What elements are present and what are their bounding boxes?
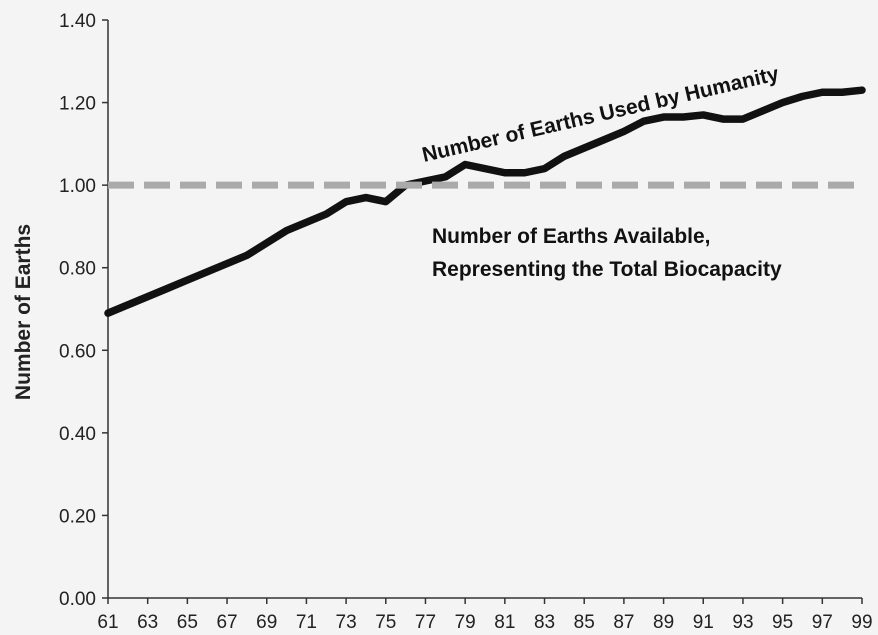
- y-tick-label: 1.40: [59, 11, 96, 32]
- x-tick-label: 71: [296, 612, 317, 633]
- y-axis-ticks: 0.00 0.20 0.40 0.60 0.80 1.00 1.20 1.40: [59, 11, 108, 610]
- y-tick-label: 0.80: [59, 259, 96, 280]
- x-tick-label: 91: [693, 612, 714, 633]
- y-tick-label: 0.40: [59, 424, 96, 445]
- annotation-earths-available-line1: Number of Earths Available,: [432, 225, 711, 248]
- y-tick-label: 0.20: [59, 506, 96, 527]
- x-tick-label: 79: [455, 612, 476, 633]
- y-tick-label: 0.60: [59, 341, 96, 362]
- x-tick-label: 93: [732, 612, 753, 633]
- y-axis-title: Number of Earths: [12, 224, 35, 400]
- x-tick-label: 73: [336, 612, 357, 633]
- series-line-earths-used: [104, 86, 866, 317]
- x-tick-label: 75: [375, 612, 396, 633]
- y-tick-label: 1.20: [59, 94, 96, 115]
- x-tick-label: 89: [653, 612, 674, 633]
- x-tick-label: 87: [613, 612, 634, 633]
- x-tick-label: 77: [415, 612, 436, 633]
- annotation-earths-available-line2: Representing the Total Biocapacity: [432, 258, 782, 281]
- axes: [107, 20, 862, 599]
- series-layer: [104, 86, 866, 317]
- y-tick-label: 0.00: [59, 589, 96, 610]
- x-tick-label: 67: [216, 612, 237, 633]
- x-tick-label: 95: [772, 612, 793, 633]
- x-tick-label: 81: [494, 612, 515, 633]
- x-tick-label: 99: [851, 612, 872, 633]
- x-tick-label: 97: [812, 612, 833, 633]
- x-tick-label: 85: [574, 612, 595, 633]
- x-tick-label: 69: [256, 612, 277, 633]
- x-tick-label: 65: [177, 612, 198, 633]
- x-tick-label: 83: [534, 612, 555, 633]
- x-tick-label: 61: [97, 612, 118, 633]
- y-tick-label: 1.00: [59, 176, 96, 197]
- x-tick-label: 63: [137, 612, 158, 633]
- x-axis-ticks: 61 63 65 67 69 71 73 75 77 79 81 83 85 87 89 91 93 95 97 99: [97, 598, 873, 633]
